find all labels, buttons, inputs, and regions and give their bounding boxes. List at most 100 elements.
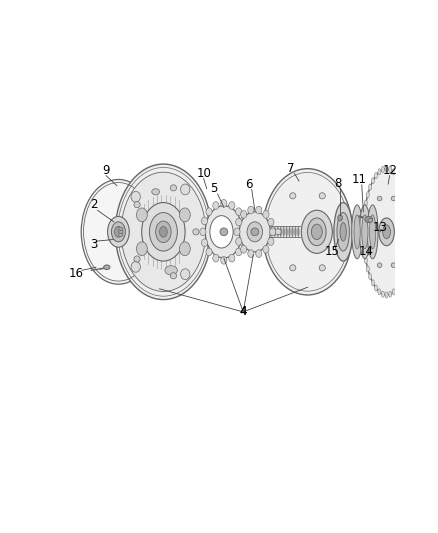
Circle shape	[170, 185, 176, 191]
Ellipse shape	[388, 291, 391, 297]
Ellipse shape	[205, 208, 212, 215]
Ellipse shape	[131, 262, 140, 272]
Text: 14: 14	[358, 245, 373, 259]
Ellipse shape	[407, 239, 410, 245]
Ellipse shape	[180, 184, 190, 195]
Circle shape	[289, 193, 295, 199]
Ellipse shape	[365, 266, 368, 272]
Text: 3: 3	[90, 238, 97, 252]
Ellipse shape	[336, 213, 349, 251]
Ellipse shape	[333, 203, 352, 261]
Ellipse shape	[407, 219, 410, 225]
Ellipse shape	[403, 192, 406, 198]
Ellipse shape	[111, 222, 125, 242]
Ellipse shape	[364, 257, 367, 263]
Ellipse shape	[361, 219, 364, 225]
Ellipse shape	[276, 227, 278, 237]
Ellipse shape	[199, 228, 205, 236]
Circle shape	[376, 196, 381, 201]
Ellipse shape	[366, 205, 377, 259]
Ellipse shape	[398, 177, 401, 184]
Ellipse shape	[374, 173, 377, 179]
Ellipse shape	[406, 209, 409, 215]
Ellipse shape	[247, 206, 253, 214]
Text: 11: 11	[350, 173, 365, 186]
Ellipse shape	[235, 219, 241, 226]
Circle shape	[170, 273, 176, 279]
Ellipse shape	[364, 216, 372, 223]
Ellipse shape	[369, 215, 375, 249]
Circle shape	[318, 265, 325, 271]
Text: 4: 4	[239, 305, 247, 318]
Ellipse shape	[118, 233, 123, 237]
Circle shape	[318, 193, 325, 199]
Ellipse shape	[361, 229, 364, 235]
Ellipse shape	[136, 242, 147, 256]
Ellipse shape	[405, 200, 408, 206]
Circle shape	[219, 228, 227, 236]
Ellipse shape	[179, 208, 190, 222]
Ellipse shape	[152, 189, 159, 195]
Ellipse shape	[209, 216, 233, 248]
Ellipse shape	[240, 239, 246, 247]
Text: 10: 10	[196, 167, 211, 180]
Ellipse shape	[381, 166, 384, 173]
Ellipse shape	[311, 224, 321, 239]
Ellipse shape	[400, 273, 404, 279]
Ellipse shape	[374, 285, 377, 291]
Ellipse shape	[361, 215, 367, 249]
Ellipse shape	[136, 208, 147, 222]
Circle shape	[376, 263, 381, 268]
Ellipse shape	[391, 168, 394, 175]
Ellipse shape	[337, 215, 342, 221]
Ellipse shape	[233, 228, 240, 236]
Ellipse shape	[228, 254, 234, 262]
Ellipse shape	[270, 227, 272, 237]
Ellipse shape	[353, 215, 360, 249]
Ellipse shape	[391, 289, 394, 295]
Ellipse shape	[382, 225, 389, 239]
Ellipse shape	[398, 280, 401, 286]
Ellipse shape	[291, 227, 293, 237]
Ellipse shape	[262, 245, 268, 253]
Ellipse shape	[180, 269, 190, 280]
Ellipse shape	[240, 211, 246, 218]
Ellipse shape	[279, 227, 281, 237]
Ellipse shape	[405, 257, 408, 263]
Circle shape	[390, 196, 395, 201]
Ellipse shape	[395, 173, 398, 179]
Ellipse shape	[262, 211, 268, 218]
Ellipse shape	[240, 245, 246, 253]
Ellipse shape	[255, 250, 261, 257]
Ellipse shape	[377, 289, 380, 295]
Ellipse shape	[388, 166, 391, 173]
Ellipse shape	[362, 209, 365, 215]
Circle shape	[134, 256, 140, 262]
Ellipse shape	[228, 201, 234, 209]
Ellipse shape	[240, 217, 246, 225]
Ellipse shape	[368, 273, 371, 279]
Ellipse shape	[262, 168, 352, 295]
Ellipse shape	[384, 292, 387, 298]
Ellipse shape	[118, 227, 123, 230]
Ellipse shape	[267, 238, 273, 245]
Circle shape	[274, 229, 280, 235]
Ellipse shape	[220, 199, 226, 207]
Ellipse shape	[179, 242, 190, 256]
Ellipse shape	[361, 239, 364, 245]
Circle shape	[134, 201, 140, 208]
Ellipse shape	[300, 210, 332, 253]
Ellipse shape	[371, 177, 374, 184]
Text: 2: 2	[90, 198, 97, 212]
Ellipse shape	[378, 218, 393, 246]
Ellipse shape	[364, 200, 367, 206]
Ellipse shape	[205, 248, 212, 256]
Text: 7: 7	[287, 162, 294, 175]
Ellipse shape	[371, 280, 374, 286]
Ellipse shape	[235, 248, 241, 256]
Ellipse shape	[212, 254, 219, 262]
Ellipse shape	[235, 208, 241, 215]
Ellipse shape	[239, 212, 270, 252]
Ellipse shape	[381, 291, 384, 297]
Ellipse shape	[212, 201, 219, 209]
